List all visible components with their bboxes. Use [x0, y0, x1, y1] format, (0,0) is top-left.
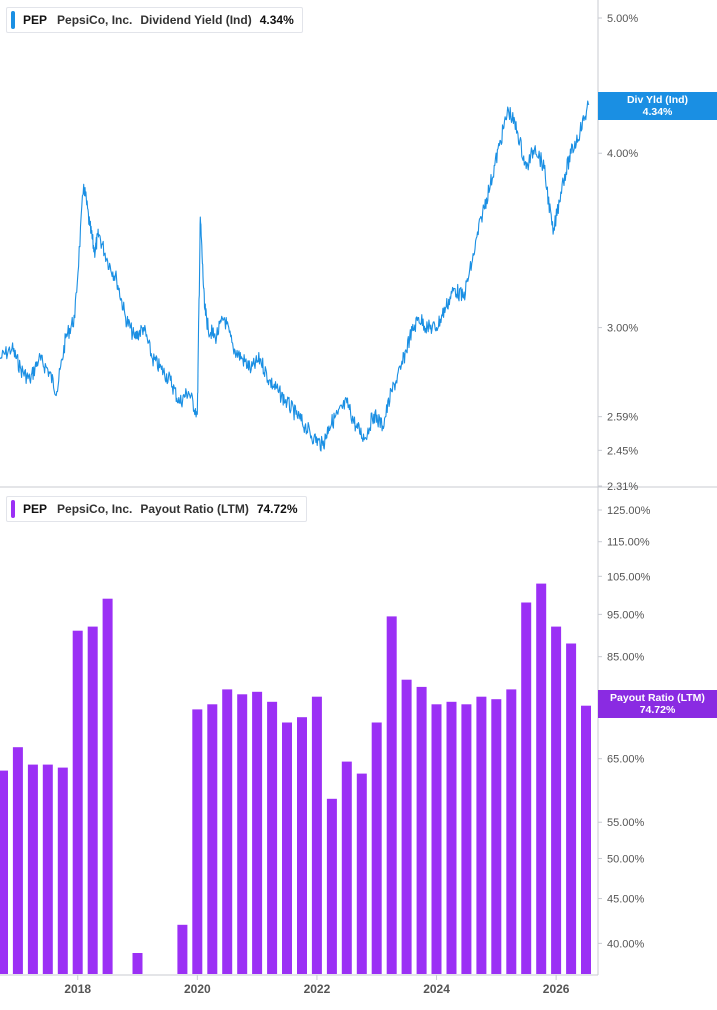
payout-bar[interactable] — [192, 709, 203, 974]
payout-bar[interactable] — [566, 643, 577, 975]
axis-layer — [0, 0, 717, 976]
y-tick-label: 95.00% — [607, 609, 645, 621]
y-tick-label: 50.00% — [607, 853, 645, 865]
payout-bar[interactable] — [476, 696, 487, 974]
legend-company: PepsiCo, Inc. — [57, 502, 133, 516]
y-tick-label: 115.00% — [607, 537, 650, 549]
x-tick-label: 2024 — [423, 982, 450, 996]
payout-bar[interactable] — [102, 598, 113, 974]
payout-bar[interactable] — [0, 770, 8, 974]
payout-bar[interactable] — [356, 773, 367, 974]
y-tick-label: 2.59% — [607, 412, 638, 424]
y-tick-label: 65.00% — [607, 754, 645, 766]
y-tick-label: 3.00% — [607, 323, 638, 335]
tag-value: 74.72% — [639, 704, 676, 716]
payout-ratio-legend[interactable]: PEP PepsiCo, Inc. Payout Ratio (LTM) 74.… — [6, 496, 307, 522]
payout-bar[interactable] — [57, 767, 68, 974]
payout-bar[interactable] — [12, 747, 23, 974]
payout-bar[interactable] — [326, 798, 337, 974]
y-tick-label: 4.00% — [607, 148, 638, 160]
payout-bar[interactable] — [297, 717, 307, 974]
dividend-yield-line — [0, 100, 590, 452]
payout-bar[interactable] — [87, 626, 98, 974]
payout-bar[interactable] — [207, 704, 218, 974]
y-tick-label: 105.00% — [607, 571, 651, 583]
dividend-yield-plot — [0, 100, 590, 452]
payout-bar[interactable] — [311, 696, 322, 974]
tag-label: Payout Ratio (LTM) — [610, 692, 705, 704]
payout-bar[interactable] — [177, 924, 188, 974]
payout-bar[interactable] — [581, 705, 591, 974]
legend-metric: Dividend Yield (Ind) — [140, 13, 252, 27]
x-tick-label: 2022 — [304, 982, 331, 996]
y-tick-label: 45.00% — [607, 894, 645, 906]
payout-bar[interactable] — [461, 704, 472, 974]
payout-bar[interactable] — [431, 704, 442, 974]
payout-bar[interactable] — [521, 602, 532, 975]
payout-bar[interactable] — [282, 722, 292, 975]
tick-labels: 5.00% 4.00% 3.00% 2.59% 2.45% 2.31% 125.00% 115… — [64, 13, 650, 996]
payout-bar[interactable] — [27, 764, 38, 974]
payout-bar[interactable] — [551, 626, 562, 974]
x-tick-label: 2026 — [543, 982, 570, 996]
payout-bar[interactable] — [222, 689, 233, 974]
payout-bar[interactable] — [416, 686, 427, 974]
payout-bar[interactable] — [42, 764, 53, 974]
y-tick-label: 5.00% — [607, 13, 638, 25]
x-tick-label: 2018 — [64, 982, 91, 996]
payout-bar[interactable] — [491, 699, 502, 974]
legend-ticker: PEP — [23, 502, 48, 516]
y-tick-label: 55.00% — [607, 817, 645, 829]
payout-bar[interactable] — [237, 694, 248, 974]
payout-bar[interactable] — [252, 691, 263, 974]
payout-bar[interactable] — [506, 689, 517, 974]
payout-ratio-swatch — [11, 500, 15, 518]
y-tick-label: 2.45% — [607, 445, 638, 457]
payout-bar[interactable] — [72, 630, 83, 974]
y-tick-label: 2.31% — [607, 481, 638, 493]
payout-bar[interactable] — [267, 701, 278, 974]
legend-value: 4.34% — [259, 13, 294, 27]
y-tick-label: 125.00% — [607, 505, 651, 517]
payout-ratio-plot — [0, 583, 591, 975]
tag-label: Div Yld (Ind) — [626, 94, 689, 106]
legend-value: 74.72% — [256, 502, 298, 516]
payout-bar[interactable] — [371, 722, 382, 975]
dividend-yield-tag: Div Yld (Ind) 4.34% — [598, 92, 717, 120]
legend-company: PepsiCo, Inc. — [57, 13, 133, 27]
y-tick-label: 85.00% — [607, 652, 645, 664]
dividend-yield-legend[interactable]: PEP PepsiCo, Inc. Dividend Yield (Ind) 4… — [6, 7, 303, 33]
payout-bar[interactable] — [536, 583, 547, 974]
dividend-yield-swatch — [11, 11, 15, 29]
tag-value: 4.34% — [642, 106, 673, 118]
payout-bar[interactable] — [401, 679, 412, 974]
x-tick-label: 2020 — [184, 982, 211, 996]
payout-ratio-tag: Payout Ratio (LTM) 74.72% — [598, 690, 717, 718]
payout-bar[interactable] — [386, 616, 397, 974]
legend-metric: Payout Ratio (LTM) — [140, 502, 249, 516]
legend-ticker: PEP — [23, 13, 48, 27]
payout-bar[interactable] — [132, 953, 143, 974]
y-tick-label: 40.00% — [607, 938, 645, 950]
payout-bar[interactable] — [341, 761, 352, 974]
payout-bar[interactable] — [446, 701, 457, 974]
